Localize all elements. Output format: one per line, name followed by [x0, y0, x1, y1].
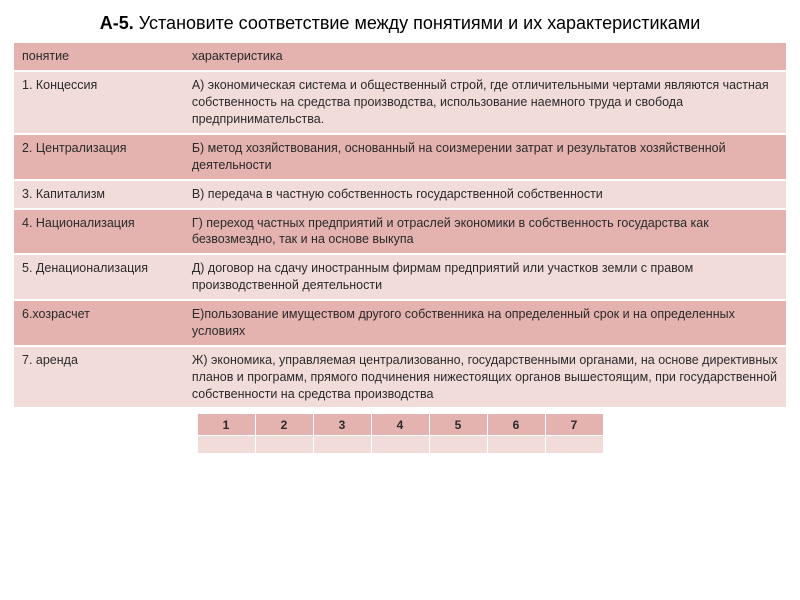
header-col1: понятие [14, 43, 184, 71]
characteristic-cell: Б) метод хозяйствования, основанный на с… [184, 134, 786, 180]
page-title: А-5. Установите соответствие между понят… [14, 12, 786, 35]
page-container: А-5. Установите соответствие между понят… [0, 0, 800, 462]
answer-input-cell[interactable] [371, 436, 429, 454]
concept-cell: 6.хозрасчет [14, 300, 184, 346]
table-row: 3. Капитализм В) передача в частную собс… [14, 180, 786, 209]
answer-input-cell[interactable] [313, 436, 371, 454]
answer-header-cell: 4 [371, 414, 429, 436]
concept-cell: 3. Капитализм [14, 180, 184, 209]
characteristic-cell: А) экономическая система и общественный … [184, 71, 786, 134]
table-row: 2. Централизация Б) метод хозяйствования… [14, 134, 786, 180]
answer-header-cell: 1 [197, 414, 255, 436]
table-row: 6.хозрасчет Е)пользование имуществом дру… [14, 300, 786, 346]
characteristic-cell: Е)пользование имуществом другого собстве… [184, 300, 786, 346]
concept-cell: 2. Централизация [14, 134, 184, 180]
table-row: 5. Денационализация Д) договор на сдачу … [14, 254, 786, 300]
answer-header-cell: 7 [545, 414, 603, 436]
characteristic-cell: Д) договор на сдачу иностранным фирмам п… [184, 254, 786, 300]
answer-input-cell[interactable] [255, 436, 313, 454]
answer-header-cell: 6 [487, 414, 545, 436]
table-row: 7. аренда Ж) экономика, управляемая цент… [14, 346, 786, 409]
answer-input-cell[interactable] [545, 436, 603, 454]
answer-input-row [197, 436, 603, 454]
concept-cell: 4. Национализация [14, 209, 184, 255]
table-header-row: понятие характеристика [14, 43, 786, 71]
answer-input-cell[interactable] [487, 436, 545, 454]
answer-input-cell[interactable] [429, 436, 487, 454]
answer-header-cell: 3 [313, 414, 371, 436]
title-bold: А-5. [100, 13, 134, 33]
characteristic-cell: Г) переход частных предприятий и отрасле… [184, 209, 786, 255]
matching-table: понятие характеристика 1. Концессия А) э… [14, 43, 786, 409]
answer-grid-wrap: 1 2 3 4 5 6 7 [14, 413, 786, 454]
table-row: 1. Концессия А) экономическая система и … [14, 71, 786, 134]
concept-cell: 7. аренда [14, 346, 184, 409]
answer-grid: 1 2 3 4 5 6 7 [197, 413, 604, 454]
concept-cell: 1. Концессия [14, 71, 184, 134]
characteristic-cell: Ж) экономика, управляемая централизованн… [184, 346, 786, 409]
characteristic-cell: В) передача в частную собственность госу… [184, 180, 786, 209]
concept-cell: 5. Денационализация [14, 254, 184, 300]
header-col2: характеристика [184, 43, 786, 71]
answer-header-cell: 5 [429, 414, 487, 436]
answer-header-row: 1 2 3 4 5 6 7 [197, 414, 603, 436]
table-row: 4. Национализация Г) переход частных пре… [14, 209, 786, 255]
title-rest: Установите соответствие между понятиями … [139, 13, 700, 33]
answer-header-cell: 2 [255, 414, 313, 436]
answer-input-cell[interactable] [197, 436, 255, 454]
